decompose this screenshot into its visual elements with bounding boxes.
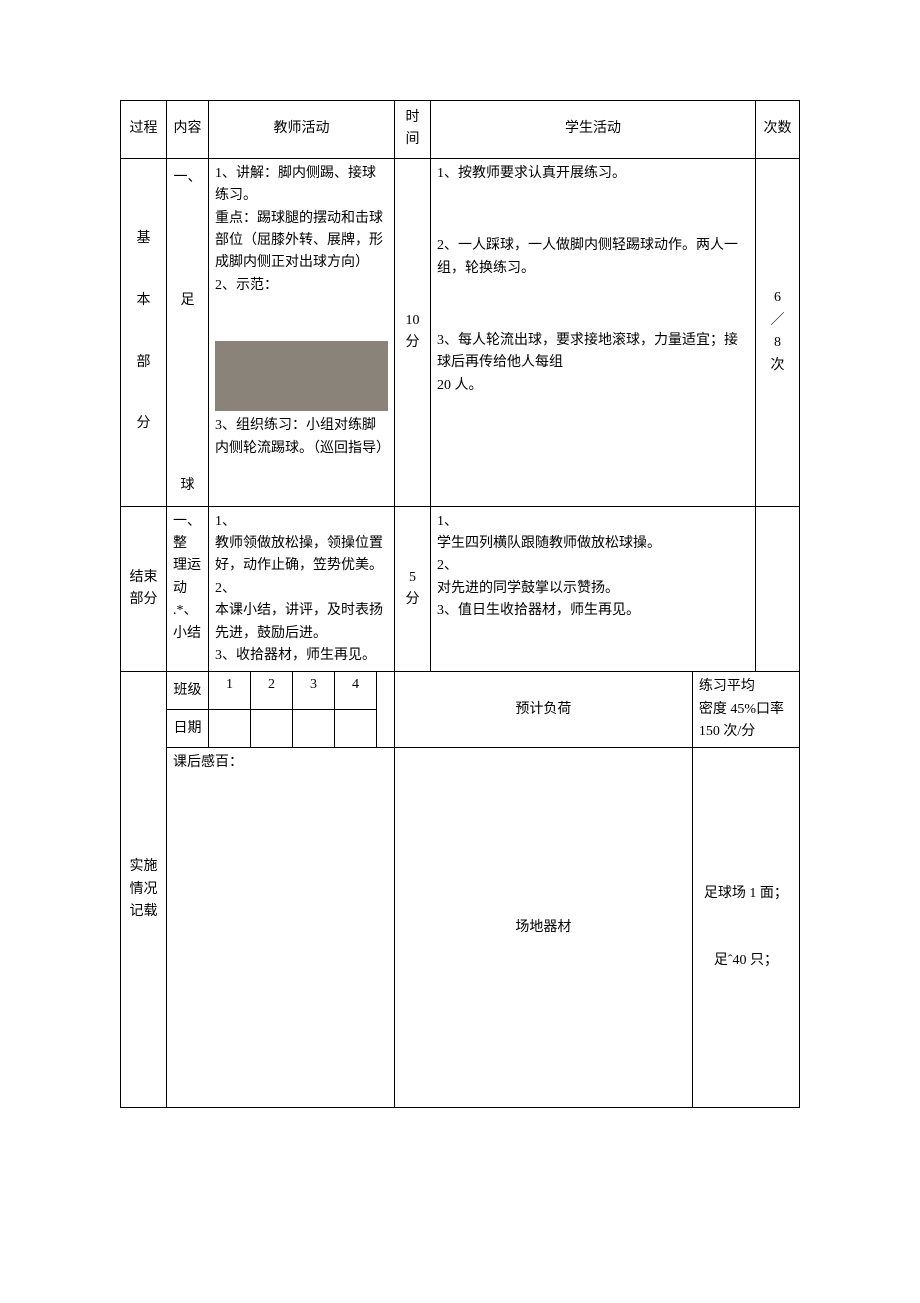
class-col-3: 3 [293,672,335,710]
load-label: 预计负荷 [395,672,693,748]
teacher-line3: 2、示范： [215,275,388,297]
header-time: 时间 [395,101,431,159]
basic-student-activity: 1、按教师要求认真开展练习。 2、一人踩球，一人做脚内侧轻踢球动作。两人一组，轮… [431,158,756,506]
header-teacher-activity: 教师活动 [209,101,395,159]
end-count [756,506,800,672]
basic-time: 10 分 [395,158,431,506]
end-teacher-activity: 1、 教师领做放松操，领操位置好，动作止确，笠势优美。 2、 本课小结，讲评，及… [209,506,395,672]
lesson-plan-table: 过程 内容 教师活动 时间 学生活动 次数 基 本 部 分 一、 足 球 1、讲… [120,100,800,1108]
class-col-2: 2 [251,672,293,710]
header-content: 内容 [167,101,209,159]
basic-count: 6 ／ 8 次 [756,158,800,506]
class-spacer [377,672,395,748]
end-section-label: 结束部分 [121,506,167,672]
date-col-3 [293,710,335,748]
date-label: 日期 [167,710,209,748]
class-col-1: 1 [209,672,251,710]
reflection-cell: 课后感百： [167,748,395,1108]
basic-section-label: 基 本 部 分 [121,158,167,506]
end-section-row: 结束部分 一、 整 理运动 .*、 小结 1、 教师领做放松操，领操位置好，动作… [121,506,800,672]
venue-label: 场地器材 [395,748,693,1108]
reflection-label: 课后感百： [173,752,388,774]
end-student-activity: 1、 学生四列横队跟随教师做放松球操。 2、 对先进的同学鼓掌以示赞扬。 3、值… [431,506,756,672]
class-col-4: 4 [335,672,377,710]
class-info-row: 实施情况记载 班级 1 2 3 4 预计负荷 练习平均 密度 45%口率 150… [121,672,800,710]
end-time: 5 分 [395,506,431,672]
header-student-activity: 学生活动 [431,101,756,159]
basic-teacher-activity: 1、讲解：脚内侧踢、接球练习。 重点：踢球腿的摆动和击球部位（屈膝外转、展牌，形… [209,158,395,506]
demo-image-placeholder [215,341,388,411]
teacher-line2: 重点：踢球腿的摆动和击球部位（屈膝外转、展牌，形成脚内侧正对出球方向） [215,208,388,275]
teacher-line1: 1、讲解：脚内侧踢、接球练习。 [215,163,388,208]
date-col-2 [251,710,293,748]
basic-section-content: 一、 足 球 [167,158,209,506]
student-line2: 2、一人踩球，一人做脚内侧轻踢球动作。两人一组，轮换练习。 [437,235,749,280]
basic-section-row: 基 本 部 分 一、 足 球 1、讲解：脚内侧踢、接球练习。 重点：踢球腿的摆动… [121,158,800,506]
date-col-1 [209,710,251,748]
end-section-content: 一、 整 理运动 .*、 小结 [167,506,209,672]
student-line3: 3、每人轮流出球，要求接地滚球，力量适宜；接球后再传给他人每组 20 人。 [437,330,749,397]
header-process: 过程 [121,101,167,159]
implementation-label: 实施情况记载 [121,672,167,1108]
class-label: 班级 [167,672,209,710]
student-line1: 1、按教师要求认真开展练习。 [437,163,749,185]
venue-value: 足球场 1 面； 足ˆ40 只； [692,748,799,1108]
date-col-4 [335,710,377,748]
load-value: 练习平均 密度 45%口率 150 次/分 [692,672,799,748]
header-count: 次数 [756,101,800,159]
teacher-line4: 3、组织练习：小组对练脚内侧轮流踢球。（巡回指导） [215,415,388,460]
table-header-row: 过程 内容 教师活动 时间 学生活动 次数 [121,101,800,159]
